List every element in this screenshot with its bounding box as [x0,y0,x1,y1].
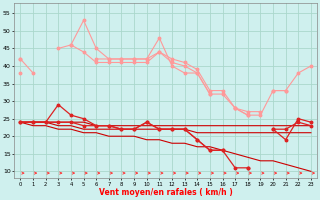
X-axis label: Vent moyen/en rafales ( km/h ): Vent moyen/en rafales ( km/h ) [99,188,233,197]
